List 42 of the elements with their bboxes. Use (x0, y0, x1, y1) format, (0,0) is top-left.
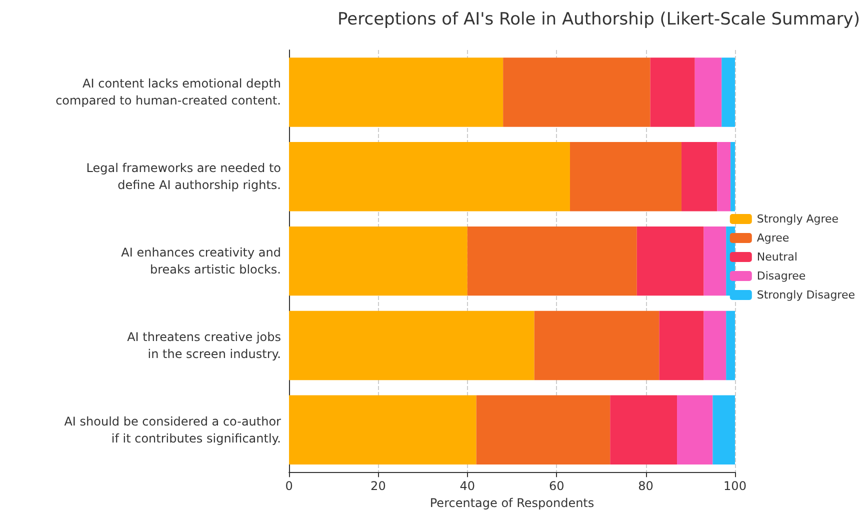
y-tick-label: AI threatens creative jobs in the screen industry. (127, 330, 281, 361)
bar (570, 142, 682, 212)
x-tick-label: 100 (724, 479, 746, 494)
bar (289, 142, 570, 212)
bar (681, 142, 718, 212)
bar (289, 310, 534, 380)
bar (289, 58, 504, 127)
bar (467, 226, 637, 296)
bar (712, 395, 735, 464)
bar (534, 310, 660, 380)
x-tick-label: 40 (460, 479, 476, 494)
bar (650, 58, 695, 127)
x-axis-title: Percentage of Respondents (430, 496, 594, 510)
bar (476, 395, 610, 464)
bar (726, 310, 735, 380)
y-tick-label: AI enhances creativity and breaks artistic blocks. (121, 246, 281, 277)
bar (704, 226, 726, 296)
y-tick-label: Legal frameworks are needed to define AI authorship rights. (86, 161, 281, 192)
x-tick-label: 20 (370, 479, 386, 494)
bar (704, 310, 726, 380)
bar (694, 58, 722, 127)
bar (730, 142, 735, 212)
chart-title: Perceptions of AI's Role in Authorship (Likert-Scale Summary) (338, 10, 860, 30)
legend-label: Strongly Disagree (756, 288, 856, 302)
bar (717, 142, 731, 212)
legend-label: Agree (756, 232, 790, 244)
x-tick-label: 0 (285, 479, 293, 494)
bar (289, 226, 468, 296)
x-tick-label: 60 (548, 479, 564, 494)
bar (722, 58, 735, 127)
bar (677, 395, 713, 464)
legend-label: Neutral (756, 250, 798, 264)
legend-label: Strongly Agree (756, 212, 839, 226)
bar (610, 395, 678, 464)
legend-label: Disagree (756, 270, 806, 282)
y-tick-label: AI should be considered a co-author if it contributes significantly. (64, 414, 282, 446)
x-tick-label: 80 (638, 479, 654, 494)
y-tick-label: AI content lacks emotional depth compared to human-created content. (56, 76, 281, 108)
bar (289, 395, 476, 464)
bar (659, 310, 704, 380)
bar (636, 226, 704, 296)
bar (503, 58, 650, 127)
